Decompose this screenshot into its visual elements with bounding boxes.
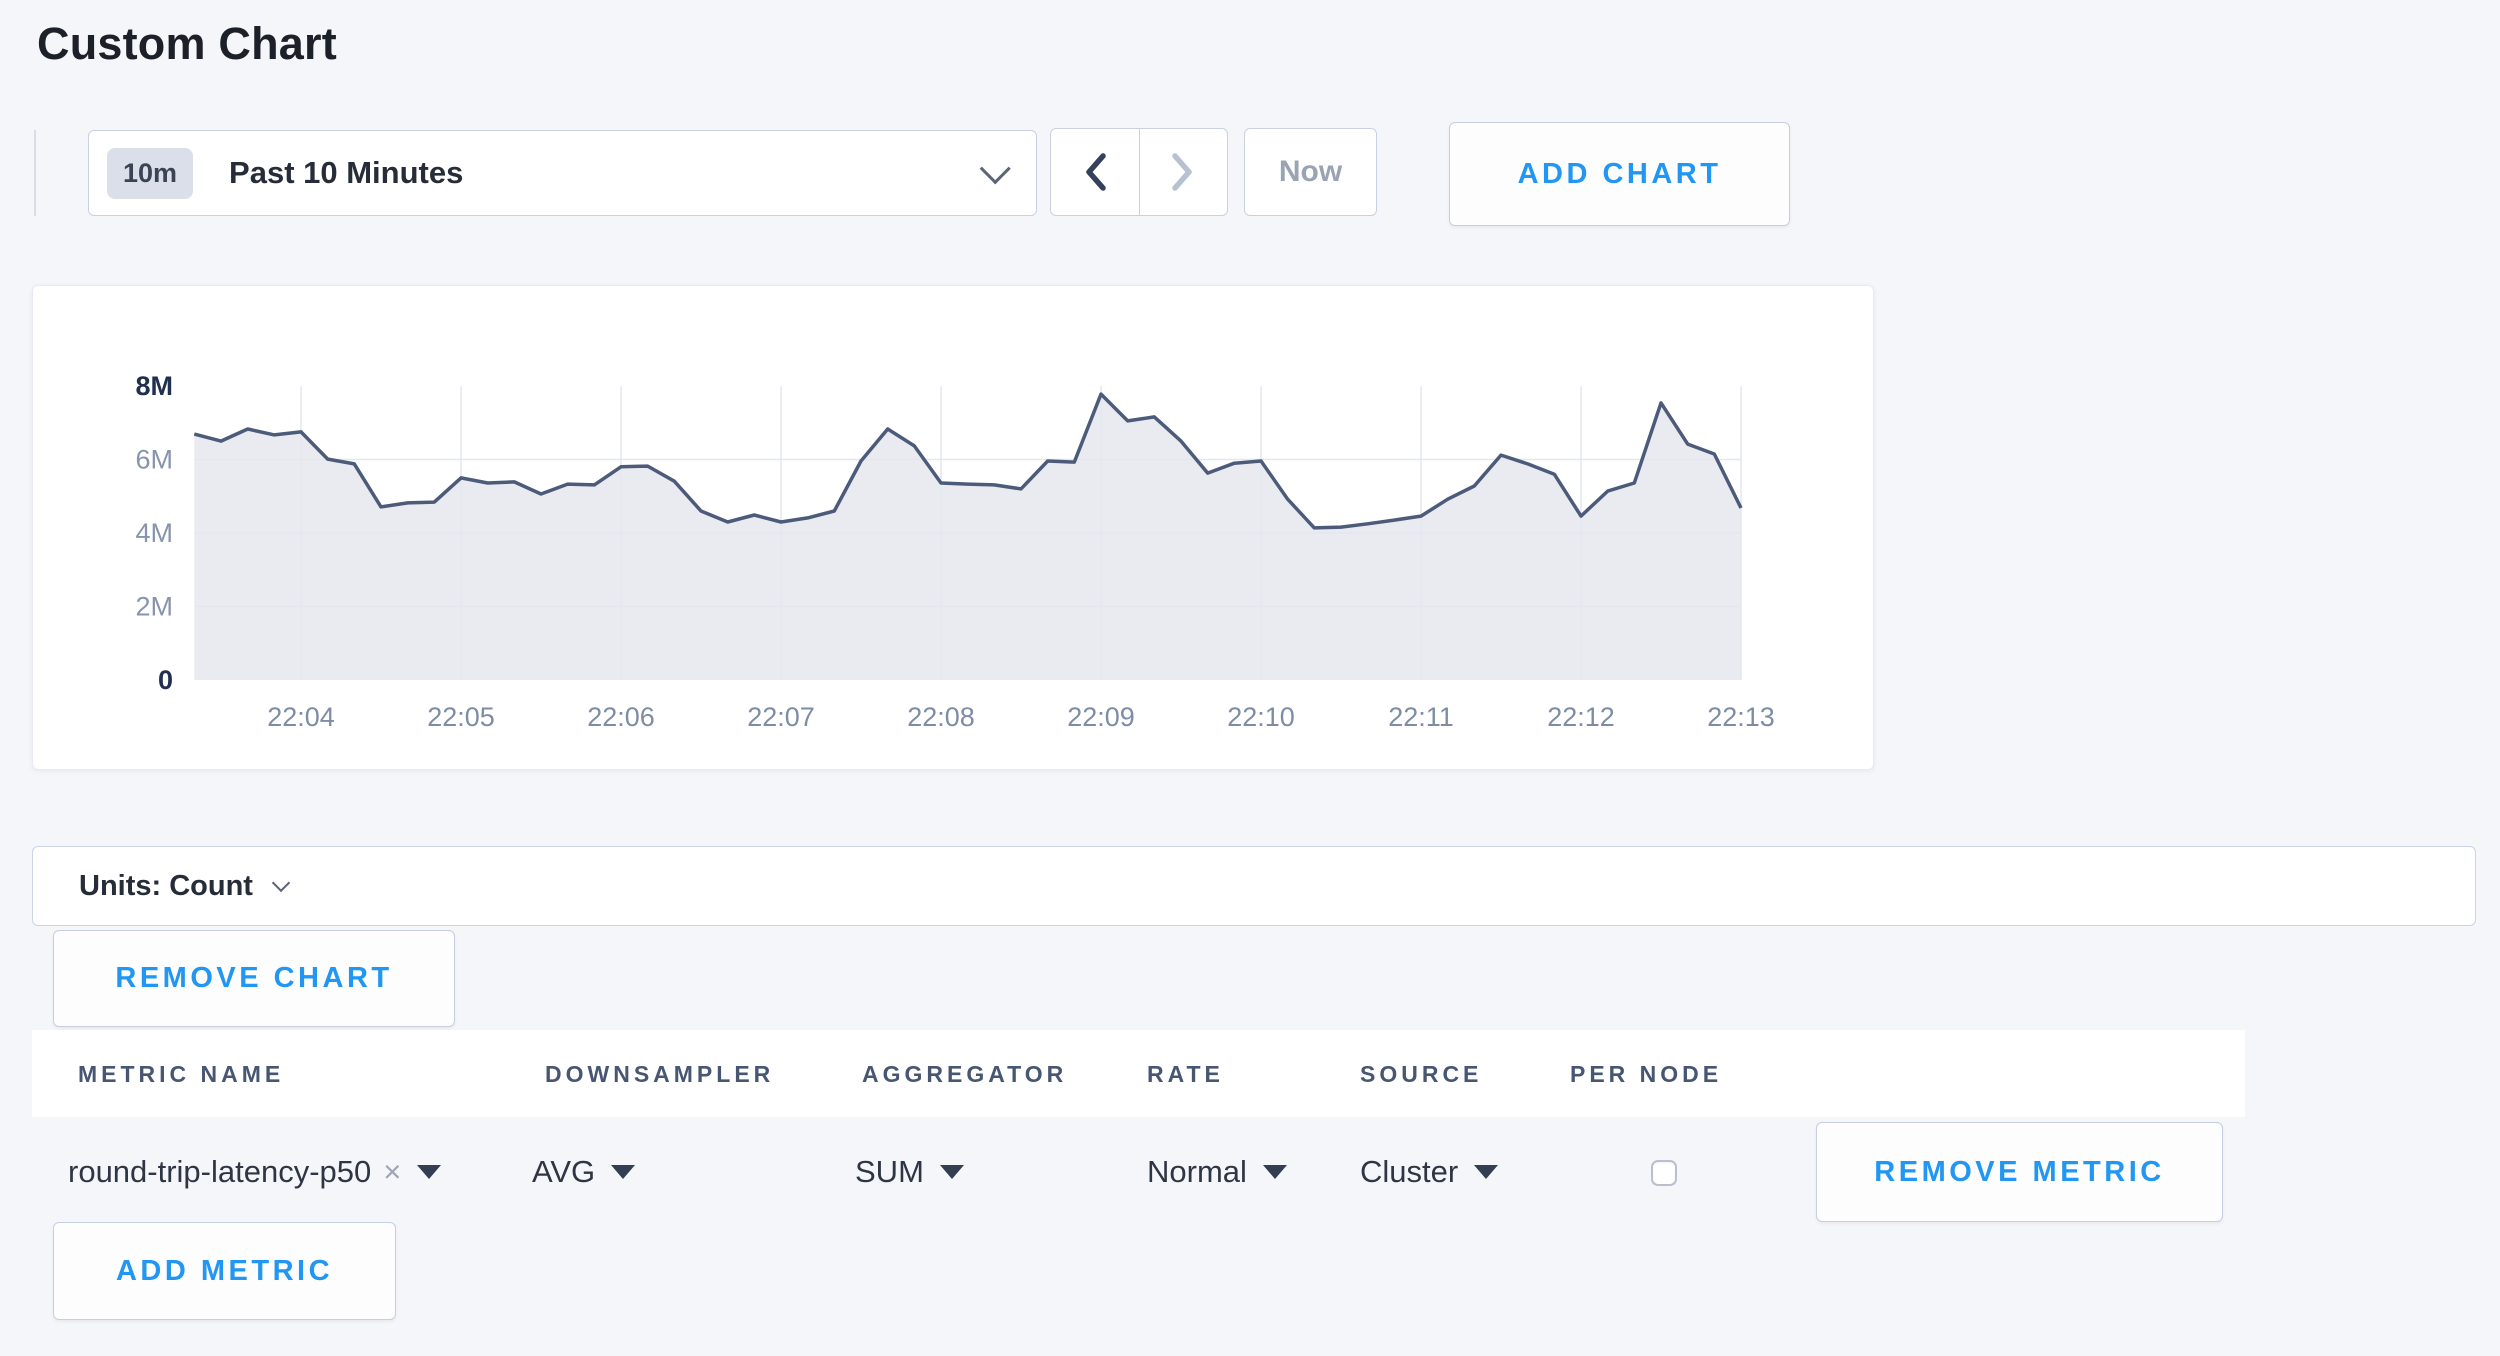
per-node-checkbox[interactable] [1651, 1160, 1677, 1186]
chevron-down-icon [271, 873, 291, 892]
add-metric-button[interactable]: ADD METRIC [53, 1222, 396, 1320]
metric-name-select[interactable]: round-trip-latency-p50 × [68, 1154, 442, 1190]
source-select[interactable]: Cluster [1360, 1154, 1499, 1190]
rate-value: Normal [1147, 1154, 1247, 1189]
aggregator-value: SUM [855, 1154, 924, 1189]
column-header-metric-name: METRIC NAME [78, 1061, 285, 1087]
svg-text:2M: 2M [135, 592, 173, 622]
metrics-table-header: METRIC NAME DOWNSAMPLER AGGREGATOR RATE … [32, 1030, 2245, 1117]
column-header-downsampler: DOWNSAMPLER [545, 1061, 775, 1087]
caret-down-icon [611, 1165, 636, 1179]
metric-name-value: round-trip-latency-p50 [68, 1154, 372, 1189]
column-header-per-node: PER NODE [1570, 1061, 1723, 1087]
time-range-label: Past 10 Minutes [229, 155, 464, 190]
svg-text:22:07: 22:07 [747, 702, 815, 732]
svg-text:22:09: 22:09 [1067, 702, 1135, 732]
chevron-left-icon [1086, 153, 1106, 191]
metric-row: round-trip-latency-p50 × AVG SUM Normal … [0, 1140, 2500, 1230]
rate-select[interactable]: Normal [1147, 1154, 1287, 1190]
svg-text:22:04: 22:04 [267, 702, 335, 732]
chart-canvas: 0 2M 4M 6M 8M 22:04 22:05 22:06 22:07 22:08 22:09 2… [135, 371, 1775, 732]
svg-text:22:06: 22:06 [587, 702, 655, 732]
aggregator-select[interactable]: SUM [855, 1154, 964, 1190]
time-nav-arrows [1050, 128, 1228, 216]
svg-text:22:05: 22:05 [427, 702, 495, 732]
remove-metric-button[interactable]: REMOVE METRIC [1816, 1122, 2223, 1222]
svg-text:6M: 6M [135, 445, 173, 475]
now-button[interactable]: Now [1244, 128, 1377, 216]
column-header-source: SOURCE [1360, 1061, 1483, 1087]
downsampler-value: AVG [532, 1154, 596, 1189]
column-header-rate: RATE [1147, 1061, 1224, 1087]
units-label: Units: Count [79, 869, 253, 902]
source-value: Cluster [1360, 1154, 1459, 1189]
time-range-badge: 10m [107, 147, 194, 199]
svg-text:22:08: 22:08 [907, 702, 975, 732]
chevron-down-icon [979, 153, 1011, 185]
clear-metric-icon[interactable]: × [383, 1154, 402, 1189]
chevron-right-icon [1172, 153, 1192, 191]
svg-text:22:10: 22:10 [1227, 702, 1295, 732]
next-range-button[interactable] [1138, 129, 1228, 215]
downsampler-select[interactable]: AVG [532, 1154, 636, 1190]
chart-card: 0 2M 4M 6M 8M 22:04 22:05 22:06 22:07 22:08 22:09 2… [32, 285, 1874, 770]
svg-text:4M: 4M [135, 518, 173, 548]
svg-text:8M: 8M [135, 371, 173, 401]
svg-text:22:11: 22:11 [1388, 702, 1454, 732]
svg-text:0: 0 [158, 665, 173, 695]
prev-range-button[interactable] [1051, 129, 1139, 215]
caret-down-icon [1262, 1165, 1287, 1179]
units-dropdown[interactable]: Units: Count [32, 846, 2476, 926]
svg-text:22:12: 22:12 [1547, 702, 1615, 732]
caret-down-icon [1474, 1165, 1499, 1179]
svg-text:22:13: 22:13 [1707, 702, 1775, 732]
remove-chart-button[interactable]: REMOVE CHART [53, 930, 455, 1027]
toolbar-divider [34, 130, 36, 216]
time-range-dropdown[interactable]: 10m Past 10 Minutes [88, 130, 1037, 216]
page-title: Custom Chart [37, 18, 337, 69]
column-header-aggregator: AGGREGATOR [862, 1061, 1068, 1087]
caret-down-icon [939, 1165, 964, 1179]
add-chart-button[interactable]: ADD CHART [1449, 122, 1790, 226]
caret-down-icon [417, 1165, 442, 1179]
